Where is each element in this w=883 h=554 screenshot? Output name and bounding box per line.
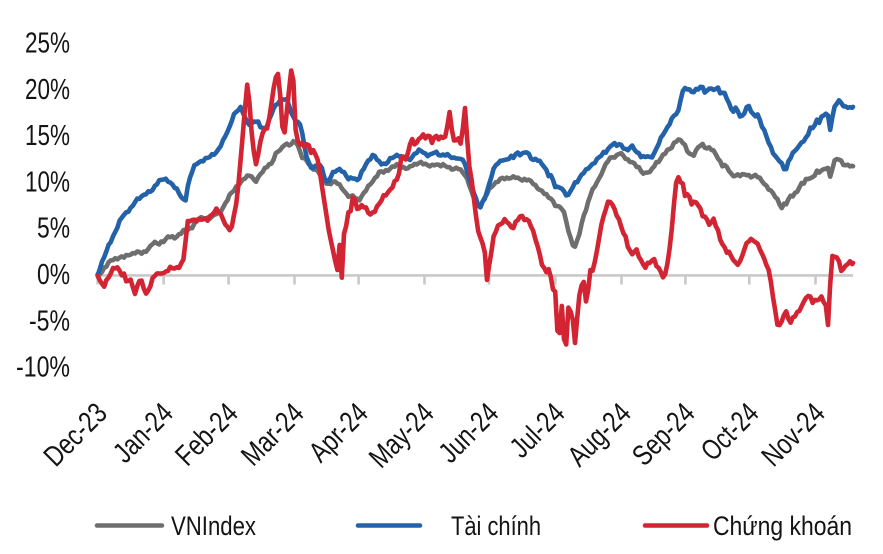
svg-text:20%: 20% xyxy=(25,74,70,106)
svg-text:Chứng khoán: Chứng khoán xyxy=(713,511,852,541)
svg-text:Tài chính: Tài chính xyxy=(451,511,541,541)
svg-text:25%: 25% xyxy=(25,28,70,60)
svg-text:-5%: -5% xyxy=(29,305,70,337)
svg-text:10%: 10% xyxy=(25,166,70,198)
svg-text:15%: 15% xyxy=(25,120,70,152)
svg-text:VNIndex: VNIndex xyxy=(171,511,256,541)
svg-text:5%: 5% xyxy=(37,213,70,245)
svg-text:-10%: -10% xyxy=(16,352,70,384)
svg-text:0%: 0% xyxy=(37,259,70,291)
